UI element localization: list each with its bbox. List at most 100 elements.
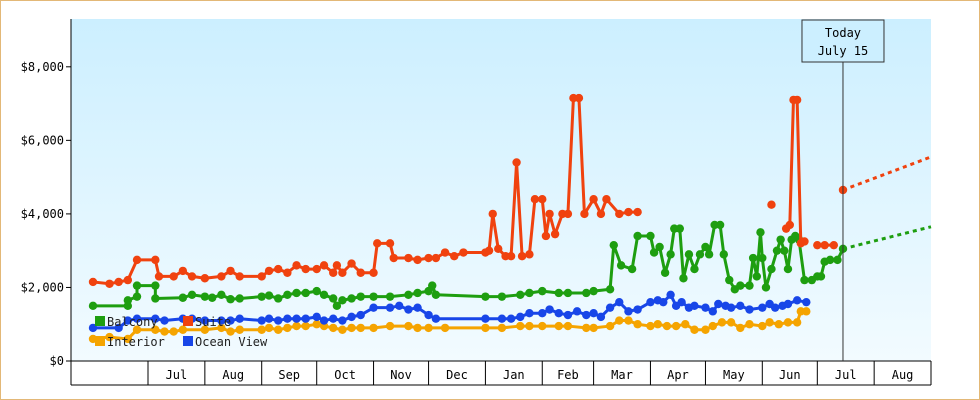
ocean_view-point: [369, 303, 378, 312]
balcony-point: [385, 292, 395, 301]
balcony-point: [646, 231, 655, 241]
ocean_view-point: [226, 316, 235, 325]
interior-point: [356, 323, 365, 333]
balcony-point: [772, 246, 782, 255]
balcony-point: [690, 264, 699, 274]
ocean_view-legend-swatch: [183, 336, 193, 346]
suite-legend-label: Suite: [195, 315, 231, 329]
interior-legend-label: Interior: [107, 335, 165, 349]
interior-point: [690, 325, 699, 334]
balcony-point: [481, 292, 490, 301]
balcony-point: [767, 264, 776, 274]
ocean_view-point: [283, 314, 292, 323]
balcony-forecast: [842, 225, 932, 251]
suite-point: [404, 253, 413, 263]
ocean_view-point: [572, 307, 582, 316]
ocean_view-point: [690, 301, 699, 311]
balcony-point: [369, 292, 378, 301]
interior-point: [440, 323, 450, 333]
interior-point: [745, 320, 754, 329]
interior-point: [329, 323, 338, 333]
ocean_view-point: [605, 303, 615, 312]
balcony-point: [413, 288, 422, 298]
suite-point: [385, 239, 395, 248]
suite-point: [178, 266, 188, 276]
month-label: Jan: [503, 368, 525, 382]
interior-point: [726, 318, 736, 327]
suite-series: [88, 93, 932, 288]
interior-point: [385, 321, 395, 331]
interior-point: [283, 323, 292, 333]
balcony-point: [347, 294, 356, 303]
ocean_view-point: [554, 308, 563, 318]
ocean_view-point: [395, 301, 404, 311]
balcony-point: [715, 220, 725, 230]
balcony-point: [151, 294, 160, 303]
interior-point: [235, 325, 244, 334]
suite-point: [283, 268, 292, 277]
suite-point: [785, 220, 795, 230]
interior-point: [802, 307, 811, 316]
interior-point: [774, 320, 784, 329]
suite-point: [132, 255, 142, 265]
suite-point: [274, 264, 283, 274]
suite-point: [574, 93, 584, 103]
balcony-point: [283, 290, 292, 300]
month-label: Mar: [611, 368, 633, 382]
ocean_view-point: [312, 312, 321, 322]
balcony-point: [605, 285, 615, 294]
balcony-point: [783, 264, 793, 274]
balcony-point: [563, 288, 573, 298]
balcony-point: [679, 274, 688, 283]
balcony-point: [332, 301, 342, 311]
interior-point: [605, 321, 615, 331]
balcony-point: [431, 290, 441, 300]
month-label: Dec: [446, 368, 468, 382]
ocean_view-legend-label: Ocean View: [195, 335, 268, 349]
ocean_view-point: [582, 310, 591, 320]
suite-point: [312, 264, 321, 274]
suite-point: [538, 194, 547, 204]
interior-point: [481, 323, 490, 333]
ocean_view-point: [596, 312, 606, 322]
interior-point: [226, 327, 235, 336]
balcony-point: [616, 261, 626, 270]
suite-point: [517, 251, 527, 261]
interior-point: [292, 321, 301, 331]
suite-point: [169, 272, 178, 281]
interior-point: [653, 320, 662, 329]
balcony-legend-swatch: [95, 316, 105, 326]
suite-point: [813, 240, 822, 250]
ocean_view-point: [274, 316, 283, 325]
suite-point: [440, 248, 450, 257]
y-tick-label: $4,000: [21, 207, 64, 221]
interior-point: [525, 321, 534, 331]
balcony-point: [684, 250, 694, 259]
ocean_view-point: [481, 314, 490, 323]
suite-point: [356, 268, 365, 277]
suite-point: [200, 274, 210, 283]
ocean_view-point: [708, 307, 717, 316]
suite-point: [373, 239, 382, 248]
interior-point: [563, 321, 573, 331]
ocean_view-series: [88, 290, 811, 333]
interior-point: [624, 316, 633, 325]
interior-point: [274, 325, 283, 334]
y-tick-label: $0: [50, 354, 64, 368]
suite-point: [484, 246, 494, 255]
balcony-point: [776, 235, 785, 244]
interior-point: [538, 321, 547, 331]
month-label: Jul: [166, 368, 188, 382]
ocean_view-point: [770, 303, 780, 312]
suite-point: [431, 253, 441, 263]
suite-point: [369, 268, 378, 277]
interior-point: [257, 325, 266, 334]
balcony-point: [301, 288, 310, 298]
ocean_view-point: [385, 303, 395, 312]
balcony-point: [264, 291, 274, 300]
balcony-series: [88, 220, 932, 311]
ocean_view-point: [200, 316, 210, 325]
suite-point: [424, 253, 433, 263]
ocean_view-point: [646, 297, 655, 307]
